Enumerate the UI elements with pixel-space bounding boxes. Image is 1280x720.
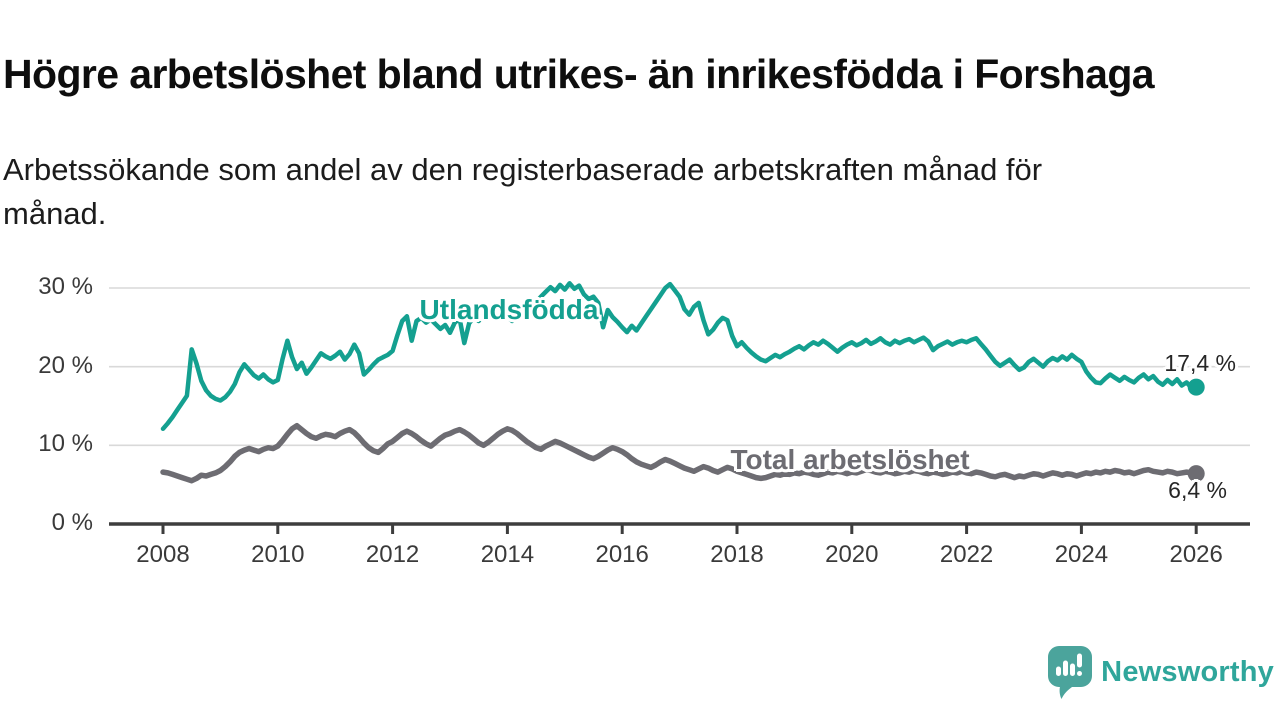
- series-line-total: [160, 422, 1199, 484]
- newsworthy-wordmark: Newsworthy: [1101, 656, 1274, 688]
- series-end-dot: [1187, 378, 1205, 396]
- page-subtitle: Arbetssökande som andel av den registerb…: [3, 148, 1203, 236]
- series-end-dot: [1187, 465, 1205, 483]
- subtitle-line-2: månad.: [3, 196, 107, 231]
- page-title: Högre arbetslöshet bland utrikes- än inr…: [3, 51, 1155, 98]
- newsworthy-icon: [1048, 646, 1093, 699]
- newsworthy-logo[interactable]: Newsworthy: [1048, 646, 1274, 699]
- subtitle-line-1: Arbetssökande som andel av den registerb…: [3, 152, 1043, 187]
- series-line-utlandsfodda: [160, 281, 1199, 432]
